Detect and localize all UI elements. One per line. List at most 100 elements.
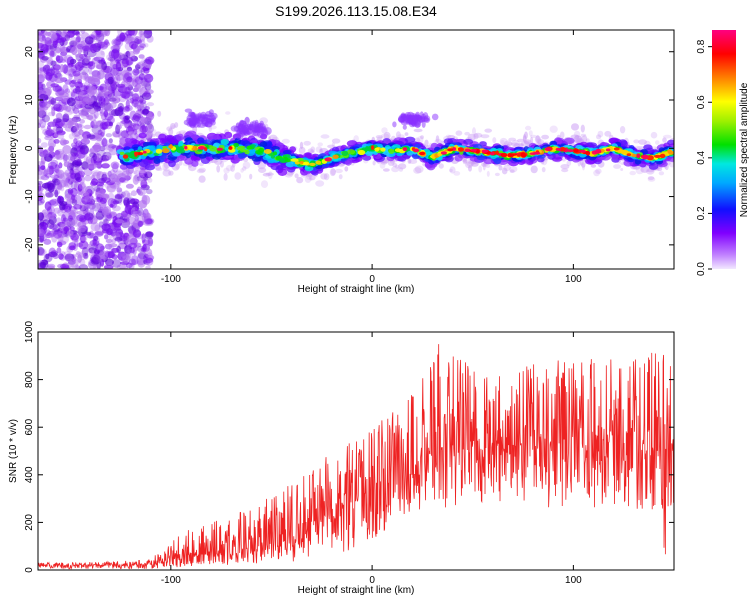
- spectrogram-cell: [104, 182, 111, 189]
- spectrogram-cell: [93, 185, 101, 192]
- spectrogram-cell: [59, 254, 66, 261]
- spectrogram-cell: [76, 123, 83, 128]
- spectrogram-cell: [662, 137, 667, 143]
- spectrogram-cell: [97, 129, 103, 136]
- spectrogram-cell: [391, 166, 400, 173]
- spectrogram-cell: [445, 134, 451, 138]
- spectrogram-cell: [52, 119, 60, 128]
- spectrogram-cell: [101, 31, 108, 37]
- spectrogram-cell: [44, 153, 53, 162]
- spectrogram-cell: [72, 107, 80, 114]
- spectrogram-cell: [566, 160, 572, 167]
- spectrogram-cell: [573, 138, 580, 143]
- spectrogram-cell: [74, 252, 85, 258]
- spectrogram-cell: [40, 165, 46, 171]
- spectrogram-cell: [73, 138, 78, 144]
- spectrogram-cell: [453, 171, 461, 176]
- spectrogram-cell: [77, 183, 83, 192]
- spectrogram-cell: [47, 161, 58, 170]
- spectrogram-cell: [73, 204, 83, 210]
- spectrogram-cell: [38, 73, 44, 79]
- spectrogram-cell: [146, 35, 154, 43]
- spectrogram-cell: [61, 219, 66, 225]
- spectrogram-cell: [148, 130, 153, 136]
- spectrogram-cell: [74, 264, 79, 269]
- spectrogram-cell: [417, 136, 424, 144]
- spectrogram-cell: [104, 234, 109, 240]
- spectrogram-cell: [106, 183, 117, 193]
- spectrogram-cell: [42, 64, 51, 75]
- spectrogram-cell: [81, 161, 89, 170]
- spectrogram-cell: [55, 55, 61, 62]
- spectrogram-cell: [258, 167, 267, 174]
- spectrogram-cell: [115, 72, 124, 81]
- spectrogram-cell: [57, 195, 64, 202]
- spectrogram-cell: [499, 137, 508, 145]
- spectrogram-cell: [79, 104, 85, 109]
- spectrogram-cell: [53, 118, 62, 123]
- spectrogram-cell: [223, 173, 228, 181]
- spectrogram-cell: [105, 215, 112, 222]
- spectrogram-cell: [658, 171, 665, 176]
- spectrogram-cell: [95, 39, 101, 47]
- spectrogram-cell: [112, 163, 119, 173]
- spectrogram-cell: [114, 68, 119, 74]
- spectrogram-cell: [66, 230, 74, 237]
- spectrogram-cell: [170, 123, 176, 130]
- spectrogram-cell: [98, 95, 106, 106]
- spectrogram-cell: [106, 184, 116, 193]
- spectrogram-cell: [69, 226, 75, 232]
- spectrogram-cell: [404, 136, 416, 143]
- spectrogram-cell: [62, 139, 70, 145]
- spectrogram-cell: [64, 220, 72, 226]
- spectrogram-cell: [128, 80, 135, 88]
- spectrogram-cell: [110, 84, 116, 94]
- spectrogram-cell: [84, 175, 92, 182]
- spectrogram-cell: [523, 139, 532, 145]
- spectrogram-cell: [44, 129, 53, 138]
- spectrogram-cell: [137, 220, 143, 228]
- spectrogram-cell: [139, 125, 148, 133]
- spectrogram-cell: [465, 161, 473, 169]
- spectrogram-cell: [112, 200, 120, 205]
- spectrogram-cell: [94, 153, 102, 162]
- spectrogram-cell: [530, 136, 534, 144]
- spectrogram-cell: [79, 119, 85, 124]
- spectrogram-cell: [51, 128, 58, 134]
- spectrogram-cell: [119, 151, 125, 155]
- spectrogram-cell: [116, 74, 121, 84]
- spectrogram-cell: [90, 43, 98, 54]
- spectrogram-cell: [70, 187, 78, 197]
- spectrogram-cell: [473, 133, 479, 140]
- spectrogram-cell: [40, 44, 49, 53]
- spectrogram-cell: [581, 162, 586, 168]
- spectrogram-cell: [73, 126, 79, 131]
- spectrogram-cell: [522, 135, 528, 143]
- spectrogram-cell: [153, 157, 161, 164]
- spectrogram-cell: [214, 159, 223, 166]
- spectrogram-cell: [404, 132, 409, 136]
- spectrogram-cell: [92, 101, 101, 110]
- spectrogram-cell: [633, 139, 640, 144]
- spectrogram-cell: [76, 226, 82, 232]
- spectrogram-cell: [97, 40, 103, 48]
- spectrogram-cell: [101, 101, 112, 111]
- spectrogram-cell: [272, 151, 277, 156]
- spectrogram-cell: [130, 210, 141, 215]
- spectrogram-cell: [47, 263, 56, 269]
- spectrogram-cell: [396, 152, 403, 157]
- spectrogram-cell: [112, 205, 121, 212]
- spectrogram-cell: [60, 214, 66, 224]
- spectrogram-cell: [48, 247, 56, 257]
- spectrogram-cell: [60, 266, 71, 269]
- spectrogram-cell: [79, 250, 86, 261]
- spectrogram-cell: [511, 139, 521, 148]
- spectrogram-cell: [134, 76, 144, 85]
- spectrogram-cell: [86, 204, 91, 210]
- spectrogram-cell: [83, 252, 89, 260]
- spectrogram-cell: [136, 175, 146, 182]
- spectrogram-cell: [38, 74, 45, 84]
- spectrogram-cell: [72, 70, 81, 77]
- spectrogram-cell: [285, 161, 295, 168]
